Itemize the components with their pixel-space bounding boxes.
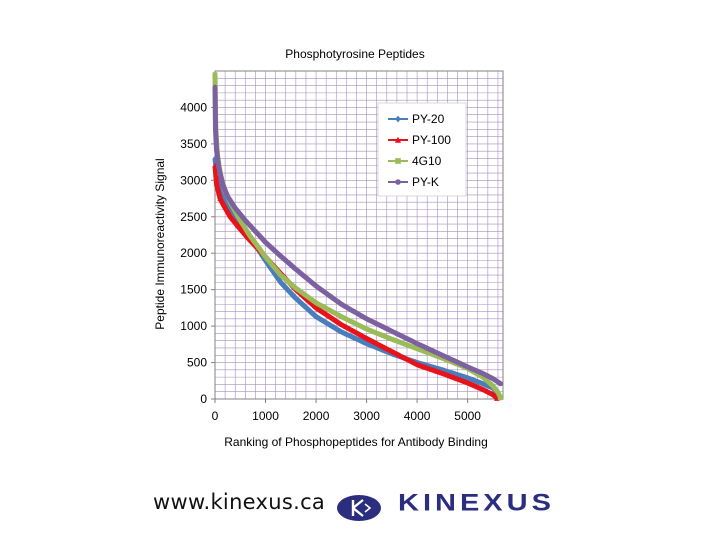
data-point xyxy=(497,394,504,401)
y-tick-label: 3000 xyxy=(180,173,207,187)
x-axis-label: Ranking of Phosphopeptides for Antibody … xyxy=(224,435,488,449)
y-tick-label: 1500 xyxy=(180,283,207,297)
data-point xyxy=(213,126,218,132)
y-tick-label: 2000 xyxy=(180,246,207,260)
data-point xyxy=(214,147,219,153)
x-tick-label: 0 xyxy=(212,409,219,423)
legend-marker xyxy=(395,158,401,164)
y-axis-label: Peptide Immunoreactivity Signal xyxy=(153,158,167,329)
legend-marker xyxy=(395,179,401,185)
x-tick-label: 5000 xyxy=(454,409,481,423)
y-tick-label: 3500 xyxy=(180,137,207,151)
x-tick-label: 3000 xyxy=(353,409,380,423)
axis-ticks: 0 1000 2000 3000 4000 5000 0 500 1000 1500 2000 250… xyxy=(180,100,481,423)
plot-grid xyxy=(215,71,503,399)
data-point xyxy=(213,181,220,187)
series-layer xyxy=(212,72,504,401)
y-tick-label: 2500 xyxy=(180,210,207,224)
legend-item: PY-K xyxy=(388,175,439,189)
legend-marker xyxy=(394,136,402,143)
y-tick-label: 1000 xyxy=(180,319,207,333)
legend-item: PY-100 xyxy=(388,133,451,147)
legend-label: 4G10 xyxy=(412,154,442,168)
y-tick-label: 500 xyxy=(187,356,207,370)
data-point xyxy=(212,72,218,78)
series-line xyxy=(212,86,502,386)
x-tick-label: 4000 xyxy=(404,409,431,423)
chart: Phosphotyrosine Peptides 0 1000 2000 3000 40… xyxy=(153,47,504,449)
kinexus-k-logo-icon xyxy=(337,495,381,521)
plot-frame xyxy=(214,70,504,400)
legend-label: PY-100 xyxy=(412,133,451,147)
data-point xyxy=(497,381,504,387)
x-tick-label: 2000 xyxy=(303,409,330,423)
data-point xyxy=(216,163,221,169)
legend-marker xyxy=(395,115,401,123)
legend-label: PY-K xyxy=(412,175,439,189)
brand-wordmark: KINEXUS xyxy=(398,489,555,517)
data-point xyxy=(217,195,223,201)
data-point xyxy=(212,84,218,90)
x-tick-label: 1000 xyxy=(252,409,279,423)
legend: PY-20 PY-100 4G10 PY-K xyxy=(377,102,467,197)
series-py-k xyxy=(212,84,504,387)
legend-label: PY-20 xyxy=(412,112,445,126)
legend-item: 4G10 xyxy=(388,154,442,168)
y-tick-label: 0 xyxy=(200,392,207,406)
chart-title: Phosphotyrosine Peptides xyxy=(285,47,424,61)
footer-url[interactable]: www.kinexus.ca xyxy=(153,490,326,514)
y-tick-label: 4000 xyxy=(180,100,207,114)
legend-item: PY-20 xyxy=(388,112,445,126)
